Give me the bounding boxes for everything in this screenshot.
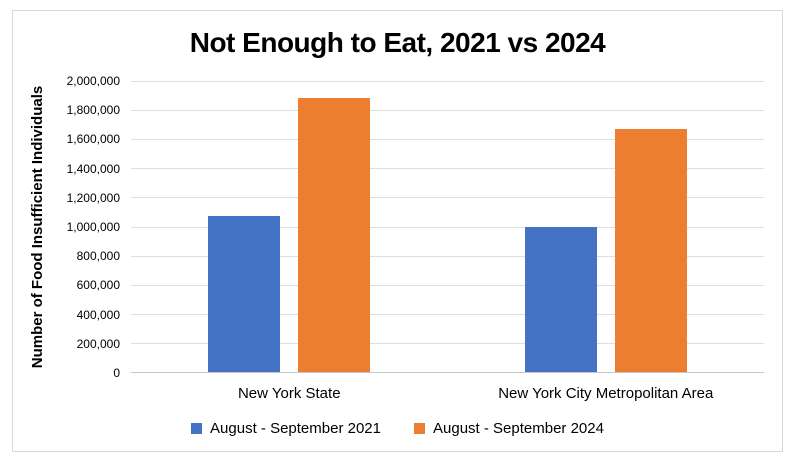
chart-title: Not Enough to Eat, 2021 vs 2024 [189,27,606,58]
legend-swatch-icon [414,423,425,434]
legend-item: August - September 2024 [414,420,604,437]
gridline [131,139,764,141]
legend-swatch-icon [191,423,203,434]
y-tick-label: 1,800,000 [66,103,120,118]
bar-series2-category1 [298,97,371,372]
gridline [131,197,764,199]
gridline [131,313,764,315]
gridline [131,226,764,228]
legend-item: August - September 2021 [191,420,381,437]
y-tick-label: 600,000 [76,278,120,293]
x-axis-line [131,372,764,373]
gridline [131,81,764,82]
legend-label: August - September 2024 [433,420,604,437]
y-tick-label: 1,000,000 [66,220,120,234]
plot-area [131,81,764,373]
y-tick-label: 2,000,000 [66,74,120,88]
y-tick-label: 1,600,000 [66,132,120,147]
category-label: New York City Metropolitan Area [498,385,714,402]
bar-series1-category1 [208,215,281,372]
bar-series2-category2 [614,128,687,372]
gridline [131,110,764,112]
y-tick-label: 800,000 [76,249,120,264]
y-tick-label: 400,000 [76,307,120,322]
gridline [131,168,764,170]
y-tick-label: 1,200,000 [66,190,120,205]
legend-label: August - September 2021 [210,420,381,437]
y-tick-label: 200,000 [76,336,120,351]
y-tick-label: 0 [113,366,120,380]
gridline [131,342,764,344]
gridline [131,255,764,257]
legend: August - September 2021 August - Septembe… [13,420,782,437]
category-label: New York State [237,385,341,402]
chart-frame: Not Enough to Eat, 2021 vs 2024 Number o… [12,10,783,452]
y-tick-label: 1,400,000 [66,161,120,176]
bar-series1-category2 [524,227,597,372]
gridline [131,284,764,286]
